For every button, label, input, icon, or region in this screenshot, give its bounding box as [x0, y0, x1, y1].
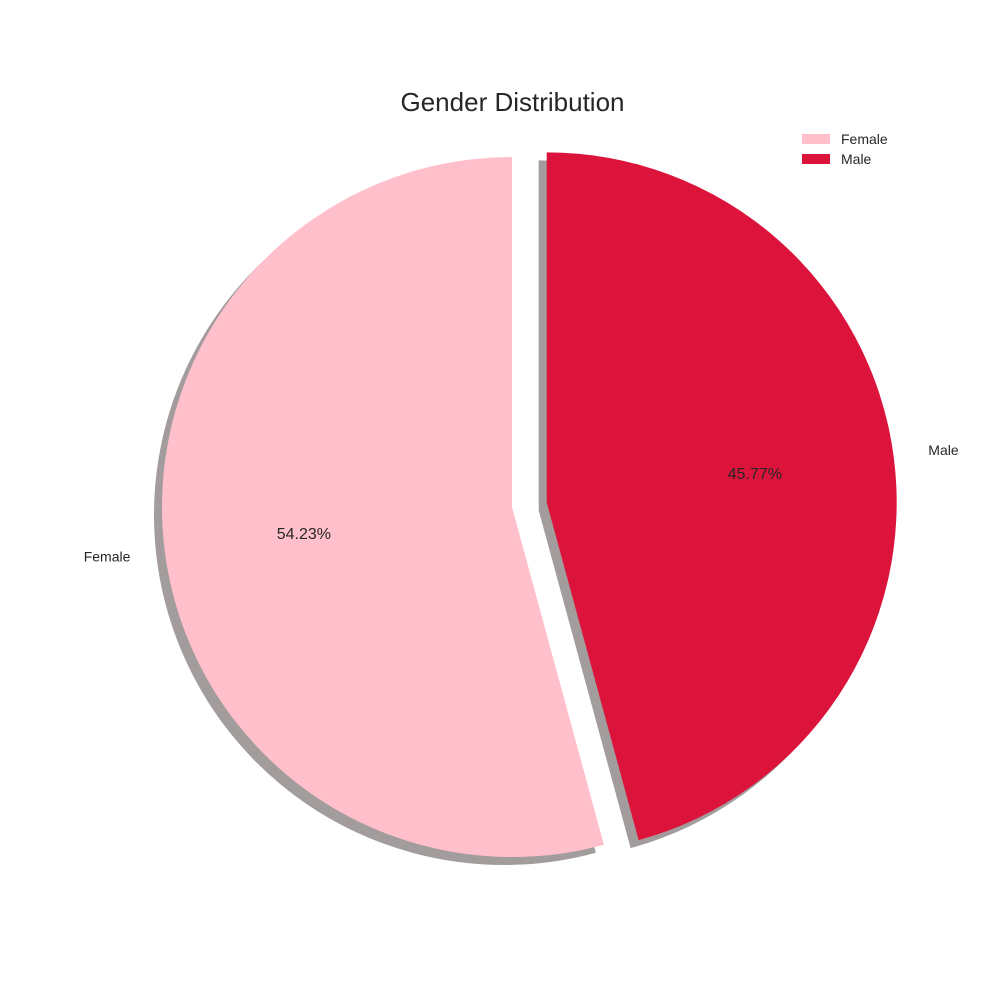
- slice-label-female: Female: [84, 549, 131, 565]
- legend-swatch-female: [802, 134, 830, 144]
- legend-item-female: Female: [802, 129, 888, 149]
- legend-swatch-male: [802, 154, 830, 164]
- legend-label-female: Female: [841, 131, 888, 147]
- percent-label-male: 45.77%: [728, 466, 782, 483]
- legend: Female Male: [802, 129, 888, 169]
- pie-slices: [161, 152, 897, 858]
- pie-slice-male: [546, 152, 897, 841]
- pie-labels: Female 54.23% Male 45.77%: [84, 442, 959, 565]
- legend-item-male: Male: [802, 149, 888, 169]
- percent-label-female: 54.23%: [277, 526, 331, 543]
- legend-label-male: Male: [841, 151, 872, 167]
- slice-label-male: Male: [928, 442, 959, 458]
- pie-slice-female: [161, 157, 604, 858]
- chart-title: Gender Distribution: [400, 87, 625, 117]
